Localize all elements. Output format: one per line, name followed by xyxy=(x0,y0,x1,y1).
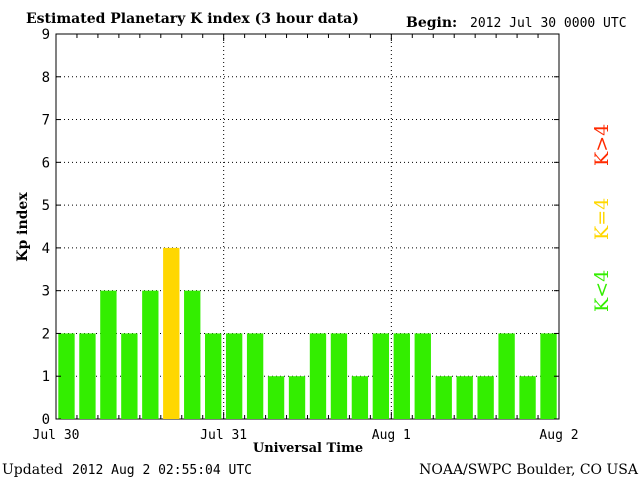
kp-bar xyxy=(246,333,264,419)
x-tick-label: Aug 1 xyxy=(372,428,411,443)
y-tick-label: 3 xyxy=(42,284,50,300)
y-tick-label: 4 xyxy=(42,241,50,257)
kp-bar xyxy=(163,247,180,419)
kp-bar xyxy=(393,333,410,419)
y-tick-label: 2 xyxy=(42,326,50,342)
kp-bar xyxy=(288,376,306,419)
kp-bar xyxy=(456,376,473,419)
gridlines xyxy=(56,34,559,419)
kp-bar xyxy=(498,333,515,419)
begin-label: Begin: xyxy=(406,15,457,31)
legend-below-4: K<4 xyxy=(591,270,613,312)
kp-bar xyxy=(330,333,348,419)
y-tick-label: 8 xyxy=(42,70,50,86)
kp-bar xyxy=(100,290,117,419)
kp-bar xyxy=(225,333,243,419)
x-tick-label: Jul 31 xyxy=(200,428,247,443)
y-tick-label: 5 xyxy=(42,198,50,214)
kp-bar xyxy=(205,333,222,419)
kp-bar xyxy=(142,290,159,419)
kp-bar xyxy=(477,376,494,419)
y-tick-label: 7 xyxy=(42,113,50,129)
chart-title: Estimated Planetary K index (3 hour data… xyxy=(26,11,359,27)
y-tick-label: 0 xyxy=(42,412,50,428)
begin-value: 2012 Jul 30 0000 UTC xyxy=(470,16,627,31)
kp-bar xyxy=(184,290,201,419)
kp-bar xyxy=(267,376,285,419)
kp-bar xyxy=(435,376,452,419)
y-tick-label: 6 xyxy=(42,155,50,171)
kp-bar xyxy=(309,333,327,419)
kp-bar xyxy=(372,333,390,419)
bars xyxy=(58,247,557,419)
y-axis-label: Kp index xyxy=(15,192,31,262)
kp-bar xyxy=(79,333,96,419)
kp-bar xyxy=(58,333,75,419)
x-axis-label: Universal Time xyxy=(253,441,363,456)
x-tick-label: Jul 30 xyxy=(33,428,80,443)
x-axis-ticks: Jul 30 Jul 31 Aug 1 Aug 2 xyxy=(33,34,579,443)
kp-bar xyxy=(414,333,431,419)
legend-above-4: K>4 xyxy=(591,124,613,166)
updated-value: 2012 Aug 2 02:55:04 UTC xyxy=(72,463,252,478)
y-tick-label: 9 xyxy=(42,27,50,43)
kp-bar xyxy=(351,376,369,419)
y-tick-label: 1 xyxy=(42,369,50,385)
y-axis-ticks: 0 1 2 3 4 5 6 7 8 9 xyxy=(42,27,559,428)
updated-label: Updated xyxy=(2,462,63,478)
kp-bar xyxy=(519,376,536,419)
x-tick-label: Aug 2 xyxy=(539,428,578,443)
kp-bar xyxy=(540,333,557,419)
kp-bar xyxy=(121,333,138,419)
legend-equal-4: K=4 xyxy=(591,198,613,240)
source-credit: NOAA/SWPC Boulder, CO USA xyxy=(419,462,639,478)
